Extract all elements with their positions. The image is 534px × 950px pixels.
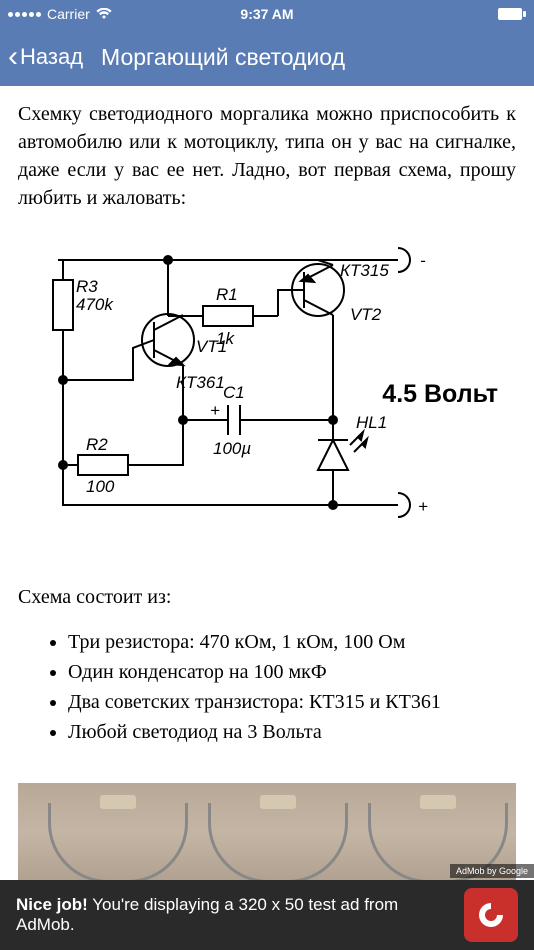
status-time: 9:37 AM: [240, 6, 293, 22]
back-label: Назад: [20, 44, 83, 70]
wifi-icon: [96, 8, 112, 20]
carrier-label: Carrier: [47, 6, 90, 22]
list-item: Три резистора: 470 кОм, 1 кОм, 100 Ом: [68, 627, 516, 657]
component-photo: [18, 783, 516, 880]
list-item: Любой светодиод на 3 Вольта: [68, 717, 516, 747]
circuit-schematic: R3 470k R1 1k R2 100 C1 + 100µ VT1 КТ361…: [18, 240, 516, 550]
ad-text: Nice job! You're displaying a 320 x 50 t…: [16, 895, 454, 935]
admob-logo-icon: [464, 888, 518, 942]
svg-text:КТ361: КТ361: [176, 373, 225, 392]
signal-icon: [8, 12, 41, 17]
battery-icon: [498, 8, 526, 20]
svg-text:R3: R3: [76, 277, 98, 296]
svg-text:R1: R1: [216, 285, 238, 304]
svg-text:+: +: [210, 401, 220, 420]
ad-attribution: AdMob by Google: [450, 864, 534, 878]
svg-text:VT1: VT1: [196, 337, 227, 356]
section-heading: Схема состоит из:: [18, 586, 516, 609]
nav-bar: ‹ Назад Моргающий светодиод: [0, 28, 534, 86]
list-item: Два советских транзистора: КТ315 и КТ361: [68, 687, 516, 717]
svg-text:C1: C1: [223, 383, 245, 402]
svg-text:VT2: VT2: [350, 305, 382, 324]
intro-text: Схемку светодиодного моргалика можно при…: [18, 100, 516, 212]
svg-text:КТ315: КТ315: [340, 261, 389, 280]
parts-list: Три резистора: 470 кОм, 1 кОм, 100 Ом Од…: [18, 627, 516, 747]
ad-banner[interactable]: AdMob by Google Nice job! You're display…: [0, 880, 534, 950]
list-item: Один конденсатор на 100 мкФ: [68, 657, 516, 687]
svg-text:-: -: [420, 251, 426, 270]
chevron-left-icon: ‹: [8, 40, 18, 74]
svg-text:+: +: [418, 497, 428, 516]
content-scroll[interactable]: Схемку светодиодного моргалика можно при…: [0, 86, 534, 880]
svg-text:100: 100: [86, 477, 115, 496]
svg-text:R2: R2: [86, 435, 108, 454]
status-bar: Carrier 9:37 AM: [0, 0, 534, 28]
back-button[interactable]: ‹ Назад: [8, 40, 83, 74]
svg-text:HL1: HL1: [356, 413, 387, 432]
page-title: Моргающий светодиод: [101, 44, 345, 71]
svg-text:470k: 470k: [76, 295, 114, 314]
svg-text:100µ: 100µ: [213, 439, 251, 458]
voltage-label: 4.5 Вольт: [382, 380, 498, 409]
